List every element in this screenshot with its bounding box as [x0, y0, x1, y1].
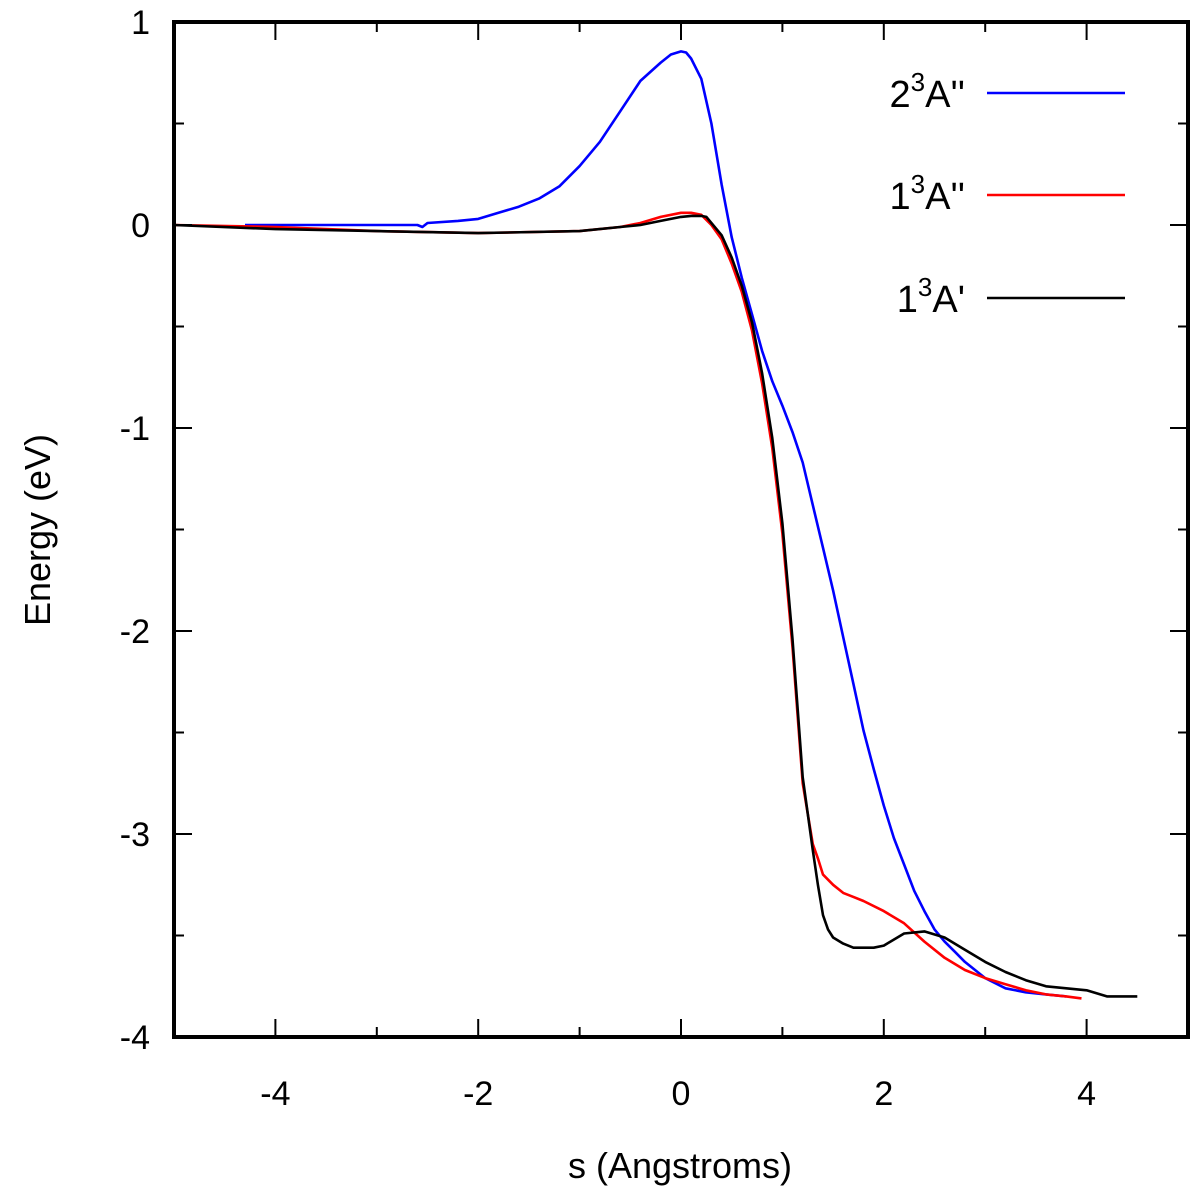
y-tick-label: 1 [131, 4, 150, 42]
axis-ticks [174, 22, 1188, 1037]
legend: 23A'' 13A'' 13A' [890, 67, 1125, 321]
legend-label: 23A'' [890, 67, 965, 116]
series-layer [173, 50, 1138, 1000]
series-line [245, 50, 1067, 998]
y-tick-label: -1 [120, 410, 150, 448]
x-tick-labels: -4 -2 0 2 4 [260, 1075, 1096, 1113]
x-tick-label: 4 [1077, 1075, 1096, 1113]
x-axis-title: s (Angstroms) [568, 1145, 792, 1186]
y-axis-title: Energy (eV) [17, 434, 58, 626]
y-tick-label: -2 [120, 613, 150, 651]
legend-label: 13A' [897, 272, 965, 321]
y-tick-labels: 1 0 -1 -2 -3 -4 [120, 4, 150, 1057]
plot-frame [172, 20, 1190, 1039]
y-tick-label: -3 [120, 816, 150, 854]
y-tick-label: -4 [120, 1019, 150, 1057]
legend-label: 13A'' [890, 169, 965, 218]
series-line [173, 214, 1138, 998]
x-tick-label: 0 [672, 1075, 691, 1113]
series-line [173, 211, 1082, 1000]
x-tick-label: 2 [874, 1075, 893, 1113]
x-tick-label: -2 [463, 1075, 493, 1113]
x-tick-label: -4 [260, 1075, 290, 1113]
y-tick-label: 0 [131, 207, 150, 245]
